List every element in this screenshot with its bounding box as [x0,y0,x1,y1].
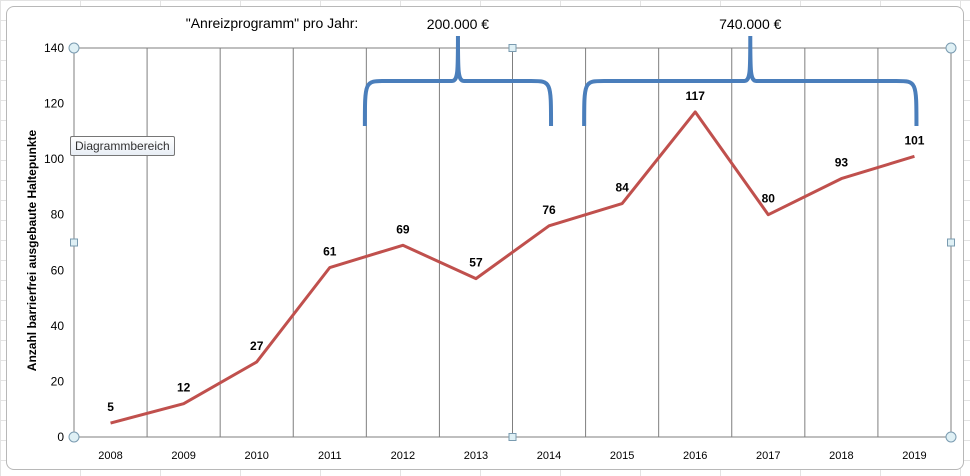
annotation-label: 200.000 € [427,16,489,32]
x-tick-label: 2013 [464,450,488,462]
data-label: 84 [615,181,629,195]
y-tick-label: 40 [51,319,65,333]
curly-brace [362,35,554,127]
y-axis-label: Anzahl barrierfrei ausgebaute Haltepunkt… [25,129,39,371]
y-tick-label: 120 [44,97,64,111]
resize-handle[interactable] [508,433,517,441]
x-tick-label: 2008 [98,450,122,462]
x-tick-label: 2015 [610,450,634,462]
resize-handle[interactable] [508,44,517,52]
x-tick-label: 2009 [171,450,195,462]
data-label: 57 [469,256,483,270]
data-label: 76 [542,203,556,217]
y-tick-label: 100 [44,152,64,166]
data-label: 69 [396,222,410,236]
x-tick-label: 2012 [391,450,415,462]
resize-handle[interactable] [70,238,78,247]
x-tick-label: 2016 [683,450,707,462]
x-tick-label: 2018 [829,450,853,462]
curly-brace [582,35,919,127]
y-tick-label: 20 [51,374,65,388]
chart-title: "Anreizprogramm" pro Jahr: [186,15,359,31]
x-tick-label: 2011 [318,450,342,462]
resize-handle[interactable] [947,238,955,247]
data-label: 5 [107,400,114,414]
data-label: 80 [762,192,776,206]
data-label: 117 [686,89,706,103]
y-tick-label: 140 [44,41,64,55]
resize-handle[interactable] [945,431,957,443]
chart-area-tooltip: Diagrammbereich [70,136,175,156]
data-label: 12 [177,381,191,395]
x-tick-label: 2010 [244,450,268,462]
data-label: 61 [323,245,337,259]
x-tick-label: 2019 [902,450,926,462]
data-label: 93 [835,156,849,170]
x-tick-label: 2017 [756,450,780,462]
resize-handle[interactable] [68,431,80,443]
y-tick-label: 60 [51,263,65,277]
resize-handle[interactable] [945,42,957,54]
series-line [110,110,915,425]
data-label: 101 [904,133,924,147]
resize-handle[interactable] [68,42,80,54]
y-tick-label: 80 [51,208,65,222]
x-tick-label: 2014 [537,450,561,462]
y-tick-label: 0 [57,430,64,444]
data-label: 27 [250,339,264,353]
annotation-label: 740.000 € [719,16,781,32]
